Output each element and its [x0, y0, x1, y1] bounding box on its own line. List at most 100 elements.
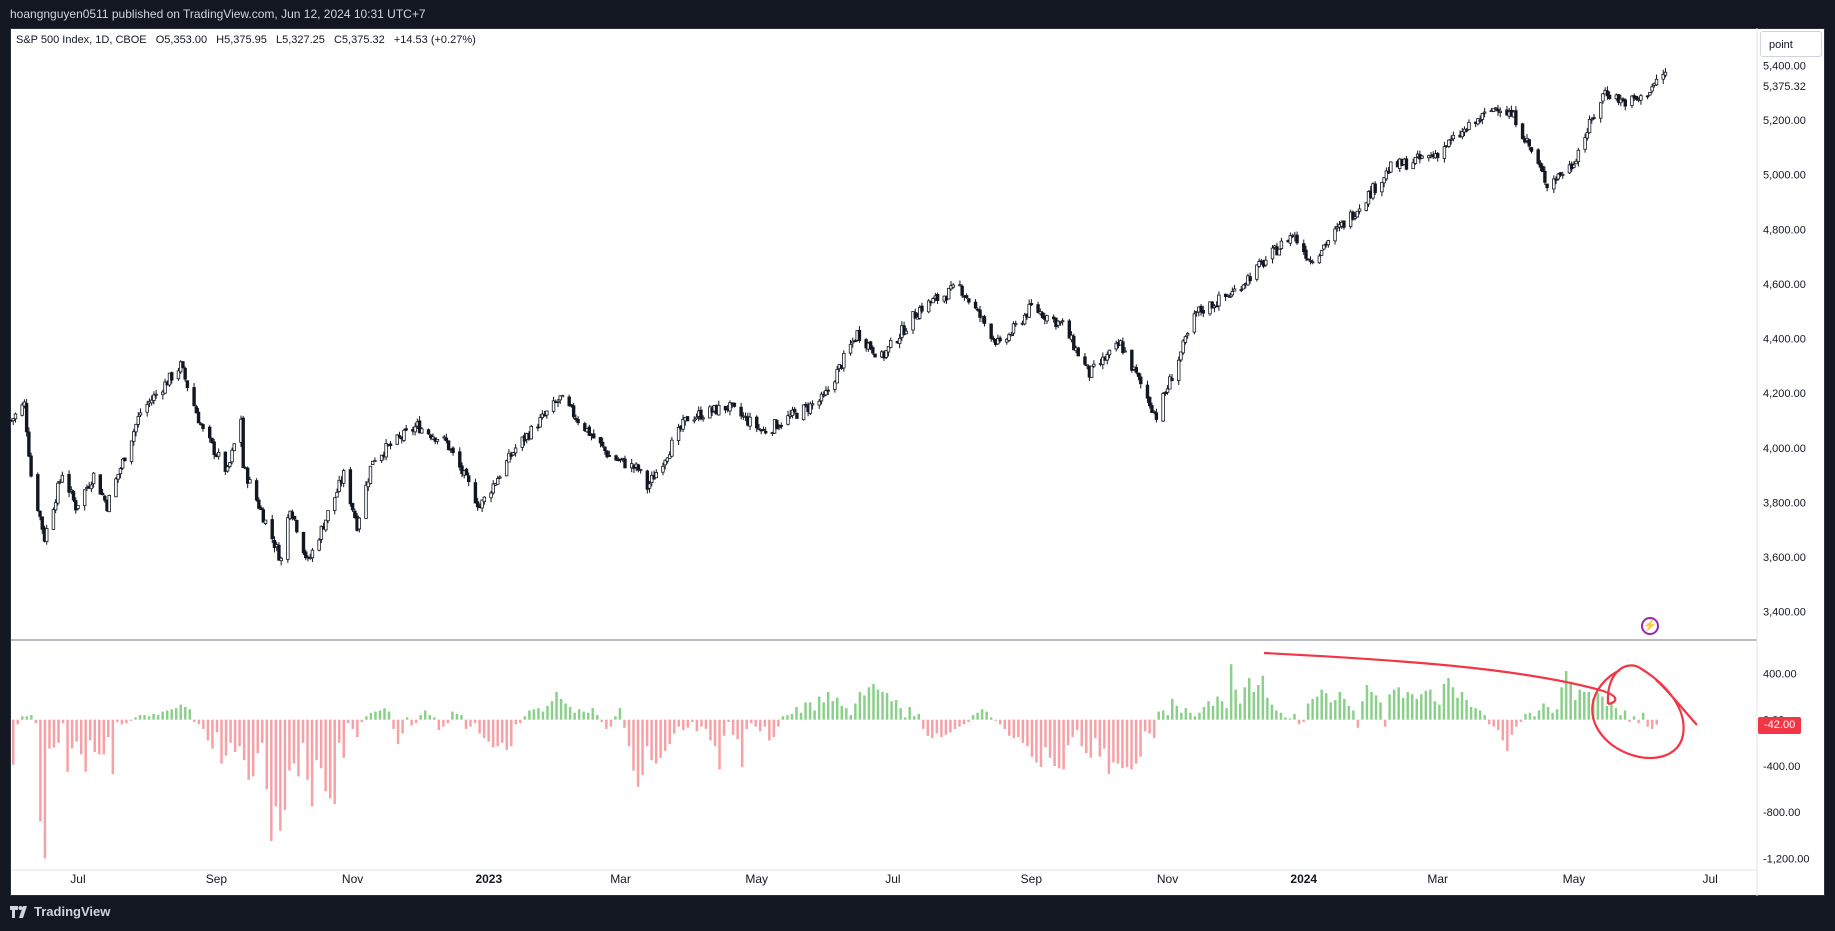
candle-body [254, 480, 259, 501]
candle-body [181, 361, 185, 368]
oscillator-bar [1460, 691, 1464, 720]
candle-body [1067, 320, 1072, 339]
oscillator-bar [1465, 700, 1468, 720]
oscillator-bar [333, 719, 336, 805]
candle-body [1165, 388, 1170, 393]
oscillator-bar [491, 719, 495, 748]
candle-body [337, 479, 341, 492]
candle-body [152, 394, 156, 401]
oscillator-bar [1143, 719, 1147, 732]
candle-body [371, 460, 375, 465]
candle-body [723, 405, 728, 411]
time-axis-tick: May [1563, 872, 1586, 886]
candle-body [960, 285, 964, 296]
candle-body [663, 459, 667, 466]
candle-body [1447, 139, 1451, 147]
candle-body [661, 466, 665, 473]
candle-body [1040, 312, 1045, 319]
candle-body [779, 424, 783, 427]
oscillator-bar [1062, 719, 1065, 770]
oscillator-bar [283, 719, 287, 810]
candle-body [536, 426, 540, 429]
candle-body [1130, 349, 1134, 371]
candle-body [491, 483, 495, 494]
oscillator-bar [1361, 701, 1364, 720]
highlight-circle [1591, 664, 1698, 759]
candle-body [685, 416, 690, 422]
oscillator-bar [179, 704, 183, 720]
candle-body [132, 431, 136, 442]
oscillator-bar [605, 719, 608, 729]
candle-body [29, 455, 33, 477]
candle-body [348, 469, 353, 505]
candle-body [542, 414, 547, 417]
oscillator-bar [39, 719, 42, 822]
oscillator-bar [1044, 719, 1047, 748]
candle-body [551, 400, 556, 412]
candle-body [920, 305, 924, 312]
oscillator-bar [1383, 719, 1387, 727]
candle-body [67, 474, 71, 493]
candle-body [1085, 364, 1089, 367]
oscillator-bar [754, 719, 757, 727]
candle-body [107, 495, 111, 513]
oscillator-bar [836, 697, 839, 720]
oscillator-bar [315, 719, 318, 761]
oscillator-bar [1420, 694, 1423, 720]
candle-body [1442, 146, 1447, 159]
oscillator-bar [1632, 716, 1636, 720]
candle-body [538, 417, 542, 428]
candle-body [1058, 321, 1063, 324]
candle-body [1634, 95, 1639, 100]
time-axis-tick: Nov [1157, 872, 1178, 886]
candle-body [1029, 302, 1034, 306]
candle-body [259, 507, 263, 510]
legend-symbol[interactable]: S&P 500 Index, 1D, CBOE [16, 34, 147, 46]
candle-body [460, 465, 464, 474]
oscillator-bar [1329, 702, 1332, 720]
lightning-icon[interactable]: ⚡ [1641, 617, 1659, 635]
candle-body [1520, 123, 1525, 140]
candle-body [1480, 113, 1485, 120]
oscillator-bar [242, 719, 246, 761]
oscillator-bar [546, 705, 549, 720]
candle-body [600, 441, 605, 447]
oscillator-bar [496, 719, 499, 747]
oscillator-bar [1048, 719, 1052, 758]
oscillator-bar [1130, 719, 1133, 770]
candle-body [1322, 244, 1326, 250]
oscillator-bar [804, 702, 807, 720]
oscillator-bar [1519, 719, 1523, 722]
scale-mode-button[interactable]: point [1760, 31, 1822, 57]
candle-body [446, 440, 451, 451]
candle-body [368, 465, 373, 484]
oscillator-bar [1207, 701, 1210, 720]
oscillator-bar [193, 719, 196, 722]
candle-body [1226, 294, 1230, 297]
candle-body [232, 443, 236, 451]
oscillator-bar [1601, 696, 1604, 720]
candle-body [1342, 220, 1346, 228]
candle-body [134, 423, 138, 433]
candle-body [822, 394, 826, 397]
oscillator-bar [184, 706, 187, 720]
oscillator-bar [713, 719, 717, 747]
downtrend-line [1263, 651, 1617, 706]
tradingview-logo[interactable]: TradingView [10, 904, 110, 919]
oscillator-bar [1415, 698, 1419, 720]
oscillator-bar [188, 709, 192, 720]
candle-body [1554, 178, 1558, 181]
candle-body [263, 519, 268, 524]
oscillator-bar [1641, 712, 1645, 720]
candle-body [1123, 350, 1127, 353]
candle-body [230, 449, 234, 463]
price-axis-tick: 5,200.00 [1763, 115, 1806, 127]
candle-body [98, 474, 103, 495]
candle-body [647, 483, 652, 489]
candle-body [467, 475, 471, 483]
oscillator-bar [1619, 715, 1622, 720]
candle-body [757, 427, 761, 430]
oscillator-bar [749, 719, 753, 724]
oscillator-bar [247, 719, 250, 780]
